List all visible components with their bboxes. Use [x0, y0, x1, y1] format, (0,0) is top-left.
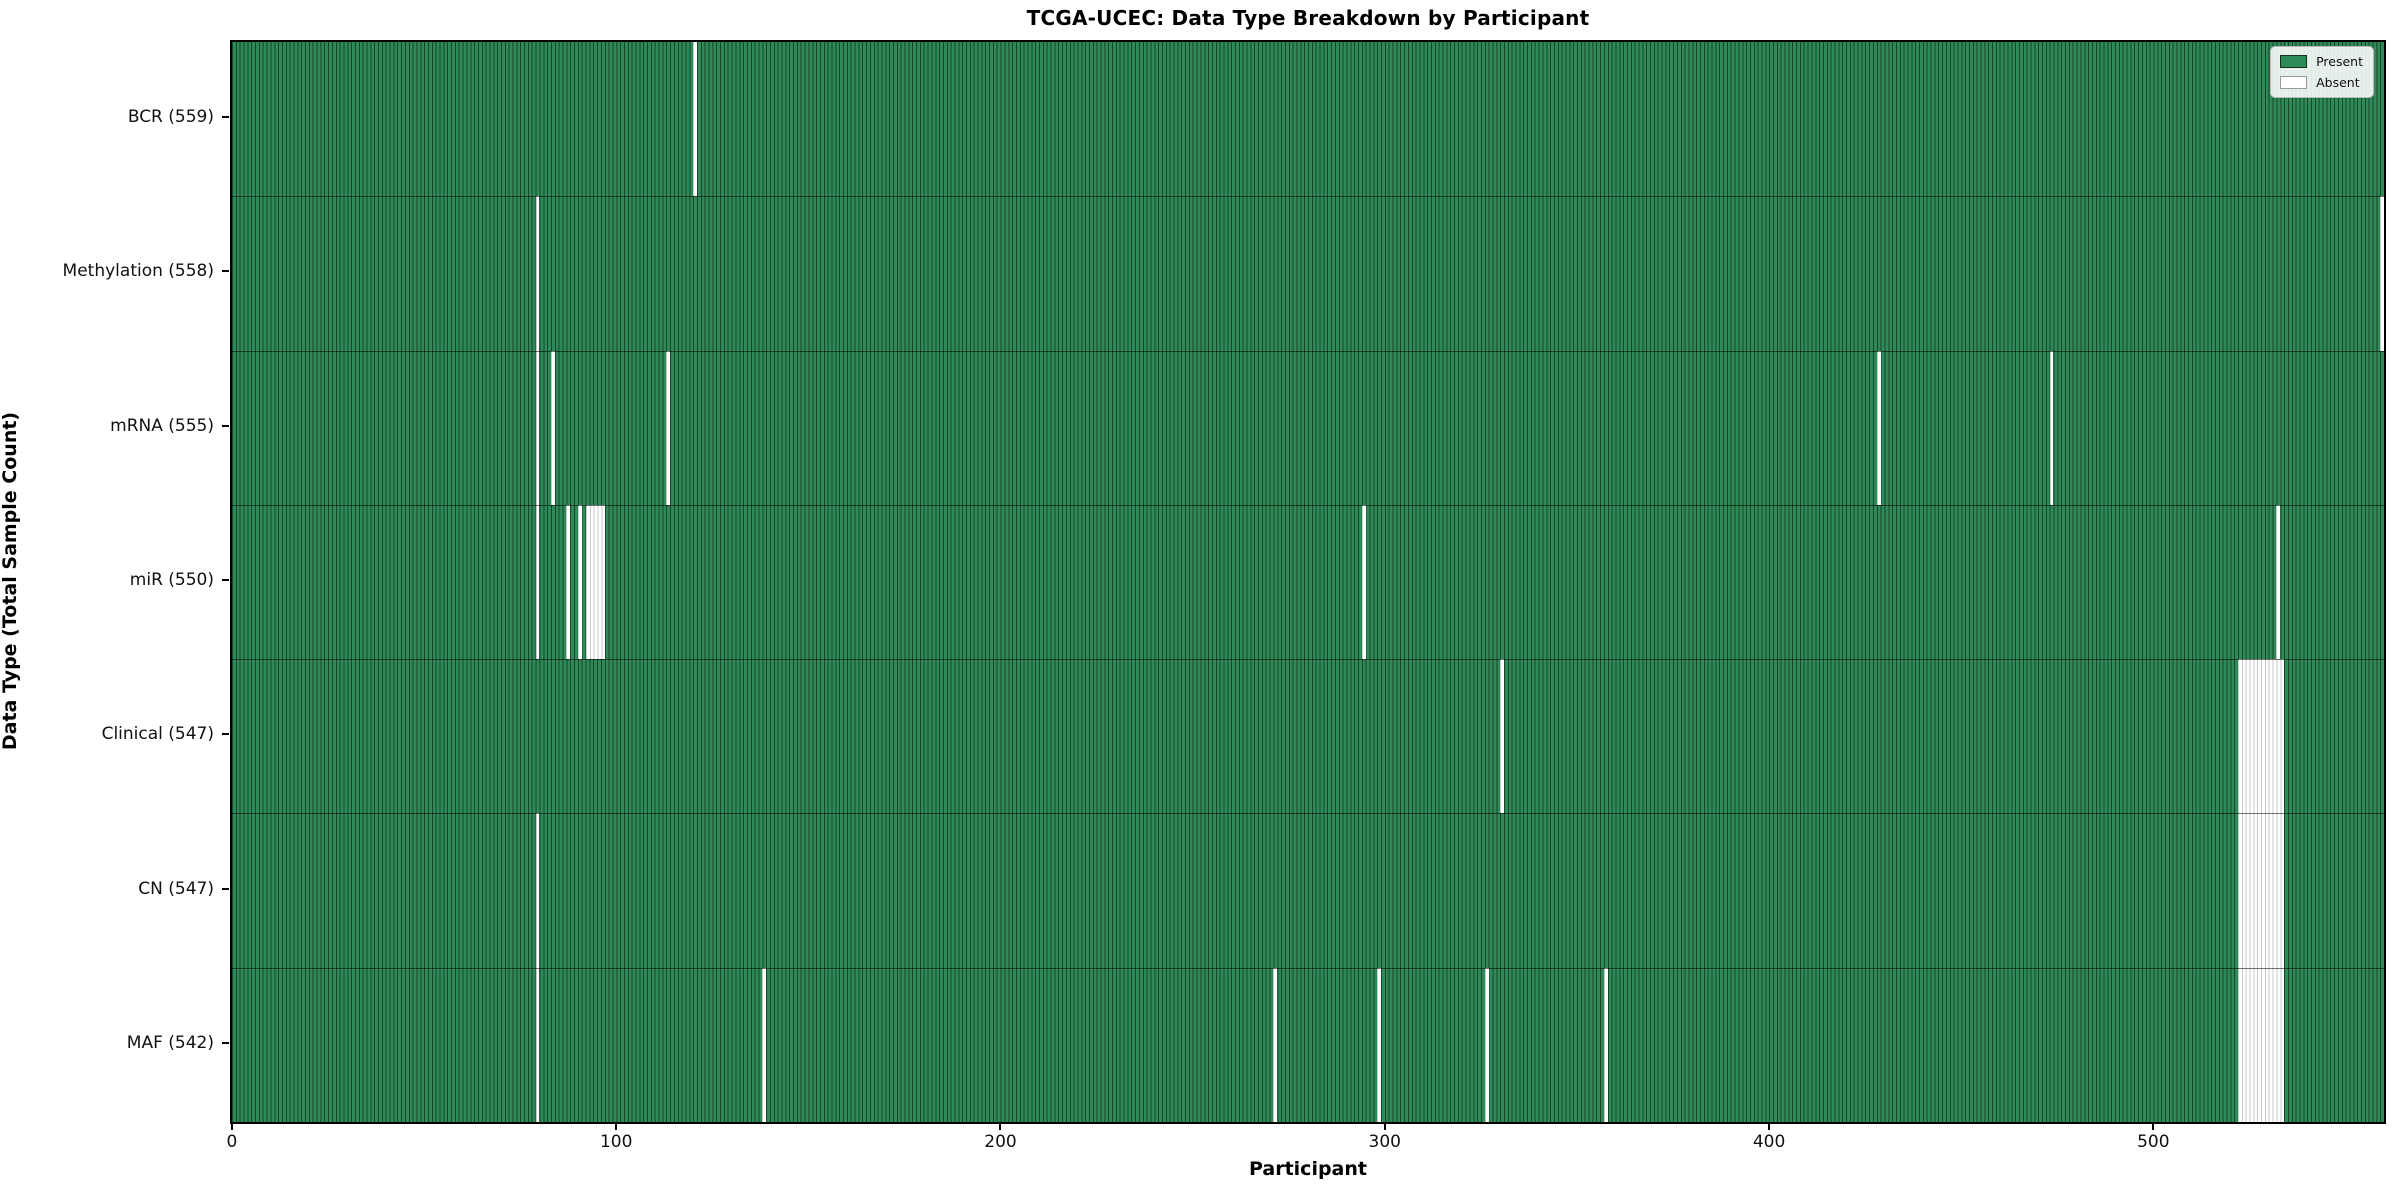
row-separator [232, 196, 2384, 198]
row-band-methylation [232, 196, 2384, 351]
chart-title: TCGA-UCEC: Data Type Breakdown by Partic… [1026, 6, 1590, 30]
plot-area [230, 40, 2386, 1124]
absent-gap [1484, 967, 1489, 1122]
x-axis-label: Participant [1248, 1158, 1367, 1180]
absent-gap [1500, 659, 1504, 814]
x-tick-mark [1768, 1122, 1771, 1130]
x-tick-mark [2152, 1122, 2155, 1130]
absent-gap [1361, 504, 1366, 660]
x-tick-label-400: 400 [1752, 1132, 1786, 1152]
row-band-bcr [232, 42, 2384, 197]
absent-gap [577, 504, 582, 660]
y-tick-mark [222, 887, 229, 890]
row-band-mir [232, 504, 2384, 660]
absent-gap [693, 42, 697, 197]
row-band-clinical [232, 659, 2384, 814]
y-axis-label: Data Type (Total Sample Count) [0, 411, 21, 751]
y-tick-mark [222, 733, 229, 736]
x-tick-label-200: 200 [984, 1132, 1017, 1152]
x-tick-label-300: 300 [1368, 1132, 1401, 1152]
row-band-mrna [232, 350, 2384, 505]
legend-present-label: Present [2316, 54, 2363, 69]
row-separator [232, 659, 2384, 661]
absent-gap [535, 967, 540, 1122]
absent-gap [2237, 813, 2285, 968]
x-tick-mark [999, 1122, 1002, 1130]
absent-gap [1377, 967, 1381, 1122]
y-tick-mark [222, 424, 229, 427]
row-separator [232, 350, 2384, 352]
x-tick-mark [1383, 1122, 1386, 1130]
absent-gap [2237, 967, 2285, 1122]
absent-gap [1603, 967, 1608, 1122]
legend-entry-present: Present [2280, 54, 2363, 69]
absent-gap [535, 350, 540, 505]
absent-gap [1273, 967, 1278, 1122]
y-tick-label-mrna: mRNA (555) [110, 415, 214, 436]
absent-gap [535, 504, 540, 660]
absent-gap [666, 350, 671, 505]
absent-gap [1876, 350, 1881, 505]
absent-gap [566, 504, 571, 660]
legend-entry-absent: Absent [2280, 75, 2363, 90]
y-tick-mark [222, 579, 229, 581]
row-separator [232, 967, 2384, 969]
y-tick-label-bcr: BCR (559) [127, 107, 214, 128]
y-tick-label-methylation: Methylation (558) [62, 261, 214, 282]
legend-present-swatch [2280, 55, 2308, 68]
absent-gap [762, 967, 767, 1122]
x-tick-mark [230, 1122, 233, 1130]
y-tick-mark [222, 270, 229, 273]
absent-gap [2380, 196, 2384, 351]
row-band-maf [232, 967, 2384, 1122]
absent-gap [535, 813, 540, 968]
y-tick-mark [222, 1041, 229, 1044]
y-tick-label-cn: CN (547) [138, 878, 214, 899]
x-tick-label-500: 500 [2137, 1132, 2170, 1152]
absent-gap [550, 350, 555, 505]
legend-absent-swatch [2280, 76, 2308, 89]
row-separator [232, 504, 2384, 506]
absent-gap [2049, 350, 2054, 505]
absent-gap [2237, 659, 2285, 814]
legend-absent-label: Absent [2316, 75, 2360, 90]
x-tick-mark [615, 1122, 618, 1130]
row-band-cn [232, 813, 2384, 968]
y-tick-label-mir: miR (550) [129, 570, 214, 590]
absent-gap [2276, 504, 2281, 660]
x-tick-label-0: 0 [226, 1132, 238, 1152]
y-tick-label-maf: MAF (542) [126, 1032, 214, 1053]
legend: Present Absent [2270, 46, 2374, 98]
row-separator [232, 813, 2384, 815]
y-tick-label-clinical: Clinical (547) [101, 724, 214, 745]
absent-gap [585, 504, 605, 660]
x-tick-label-100: 100 [599, 1132, 633, 1152]
absent-gap [535, 196, 540, 351]
y-tick-mark [222, 116, 229, 119]
